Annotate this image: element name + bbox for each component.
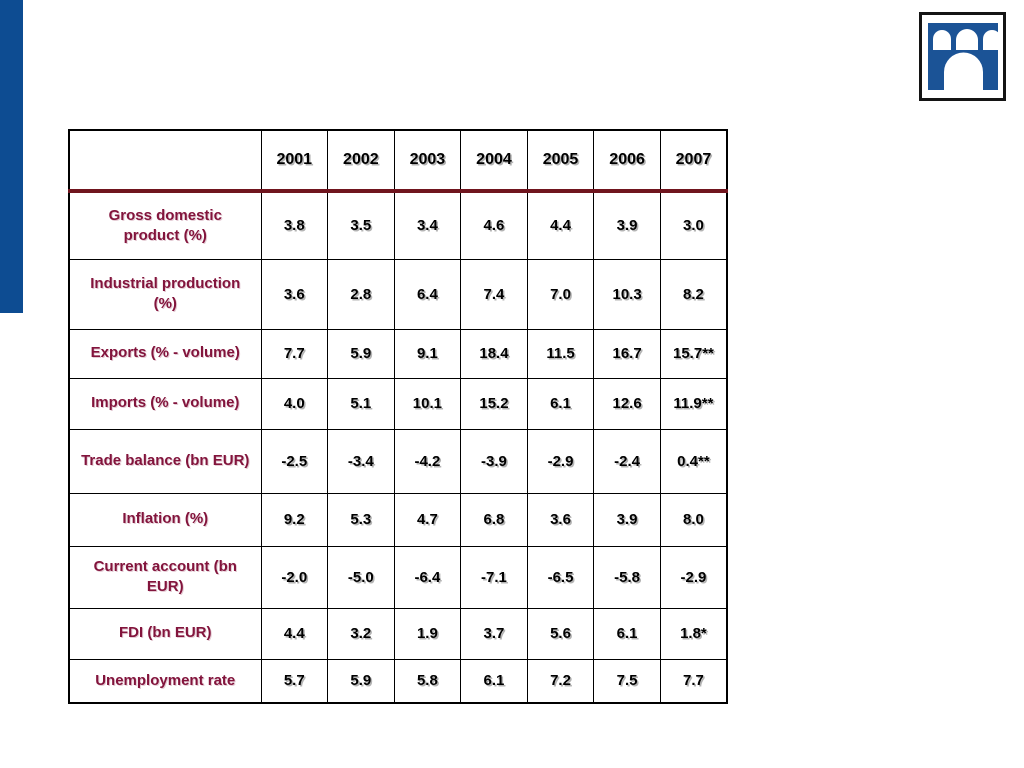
value-cell: 4.7 [393,492,462,547]
value-cell: 1.9 [393,607,462,660]
value-cell: 3.0 [659,190,728,260]
value-cell: 4.4 [526,190,595,260]
year-header: 2005 [526,129,595,193]
value-cell: 3.4 [393,190,462,260]
value-cell: -3.4 [327,428,395,494]
table-row: FDI (bn EUR) 4.4 3.2 1.9 3.7 5.6 6.1 1.8* [68,607,728,660]
value-cell: 6.1 [460,658,528,704]
value-cell: -5.0 [327,545,395,609]
value-cell: 4.4 [260,607,329,660]
table-row: Industrial production (%) 3.6 2.8 6.4 7.4 7.0… [68,258,728,330]
table-row: Current account (bn EUR) -2.0 -5.0 -6.4 -7.1… [68,545,728,609]
value-cell: 11.5 [526,328,595,379]
row-label: Inflation (%) [68,492,262,547]
value-cell: -4.2 [393,428,462,494]
value-cell: -5.8 [593,545,661,609]
value-cell: 12.6 [593,377,661,430]
table-row: Gross domestic product (%) 3.8 3.5 3.4 4.6 4.… [68,190,728,260]
value-cell: 5.9 [327,328,395,379]
table-header: 2001 2002 2003 2004 2005 2006 2007 [68,129,728,193]
value-cell: 16.7 [593,328,661,379]
row-label: Current account (bn EUR) [68,545,262,609]
value-cell: 18.4 [460,328,528,379]
row-label: Unemployment rate [68,658,262,704]
table-row: Trade balance (bn EUR) -2.5 -3.4 -4.2 -3.9 -2… [68,428,728,494]
value-cell: 1.8* [659,607,728,660]
value-cell: 7.5 [593,658,661,704]
year-header: 2007 [659,129,728,193]
left-accent-bar [0,0,23,313]
value-cell: 4.0 [260,377,329,430]
value-cell: 6.4 [393,258,462,330]
table-header-row: 2001 2002 2003 2004 2005 2006 2007 [68,129,728,193]
value-cell: -6.4 [393,545,462,609]
value-cell: -7.1 [460,545,528,609]
value-cell: 9.1 [393,328,462,379]
year-header: 2003 [393,129,462,193]
value-cell: 5.6 [526,607,595,660]
year-header: 2004 [460,129,528,193]
value-cell: 8.2 [659,258,728,330]
value-cell: 6.8 [460,492,528,547]
value-cell: 5.3 [327,492,395,547]
table-row: Exports (% - volume) 7.7 5.9 9.1 18.4 11.5 16.… [68,328,728,379]
value-cell: 11.9** [659,377,728,430]
value-cell: 3.9 [593,190,661,260]
value-cell: 10.3 [593,258,661,330]
row-label: Industrial production (%) [68,258,262,330]
value-cell: 15.7** [659,328,728,379]
value-cell: 6.1 [593,607,661,660]
value-cell: 10.1 [393,377,462,430]
value-cell: -2.0 [260,545,329,609]
bridge-aqueduct-arches-icon [927,23,998,90]
year-header: 2002 [327,129,395,193]
value-cell: -6.5 [526,545,595,609]
value-cell: 7.4 [460,258,528,330]
value-cell: 3.6 [526,492,595,547]
value-cell: -2.5 [260,428,329,494]
row-label: Trade balance (bn EUR) [68,428,262,494]
value-cell: 4.6 [460,190,528,260]
value-cell: 3.6 [260,258,329,330]
value-cell: 15.2 [460,377,528,430]
value-cell: -3.9 [460,428,528,494]
value-cell: 6.1 [526,377,595,430]
value-cell: 5.8 [393,658,462,704]
table-body: Gross domestic product (%) 3.8 3.5 3.4 4.6 4.… [68,190,728,704]
value-cell: 5.7 [260,658,329,704]
value-cell: 7.0 [526,258,595,330]
value-cell: -2.4 [593,428,661,494]
bridge-logo [919,12,1006,101]
value-cell: 7.7 [260,328,329,379]
value-cell: 7.7 [659,658,728,704]
value-cell: -2.9 [659,545,728,609]
value-cell: 3.9 [593,492,661,547]
value-cell: 5.9 [327,658,395,704]
value-cell: -2.9 [526,428,595,494]
value-cell: 5.1 [327,377,395,430]
value-cell: 3.7 [460,607,528,660]
value-cell: 3.8 [260,190,329,260]
row-label: Imports (% - volume) [68,377,262,430]
value-cell: 0.4** [659,428,728,494]
table-row: Inflation (%) 9.2 5.3 4.7 6.8 3.6 3.9 8.0 [68,492,728,547]
value-cell: 8.0 [659,492,728,547]
table-row: Unemployment rate 5.7 5.9 5.8 6.1 7.2 7.5 7.7 [68,658,728,704]
row-label: Exports (% - volume) [68,328,262,379]
value-cell: 3.2 [327,607,395,660]
value-cell: 3.5 [327,190,395,260]
corner-cell [68,129,262,193]
economic-indicators-table: 2001 2002 2003 2004 2005 2006 2007 Gross domes… [68,129,728,704]
value-cell: 7.2 [526,658,595,704]
value-cell: 9.2 [260,492,329,547]
row-label: FDI (bn EUR) [68,607,262,660]
year-header: 2006 [593,129,661,193]
year-header: 2001 [260,129,329,193]
value-cell: 2.8 [327,258,395,330]
table-row: Imports (% - volume) 4.0 5.1 10.1 15.2 6.1 12.… [68,377,728,430]
row-label: Gross domestic product (%) [68,190,262,260]
